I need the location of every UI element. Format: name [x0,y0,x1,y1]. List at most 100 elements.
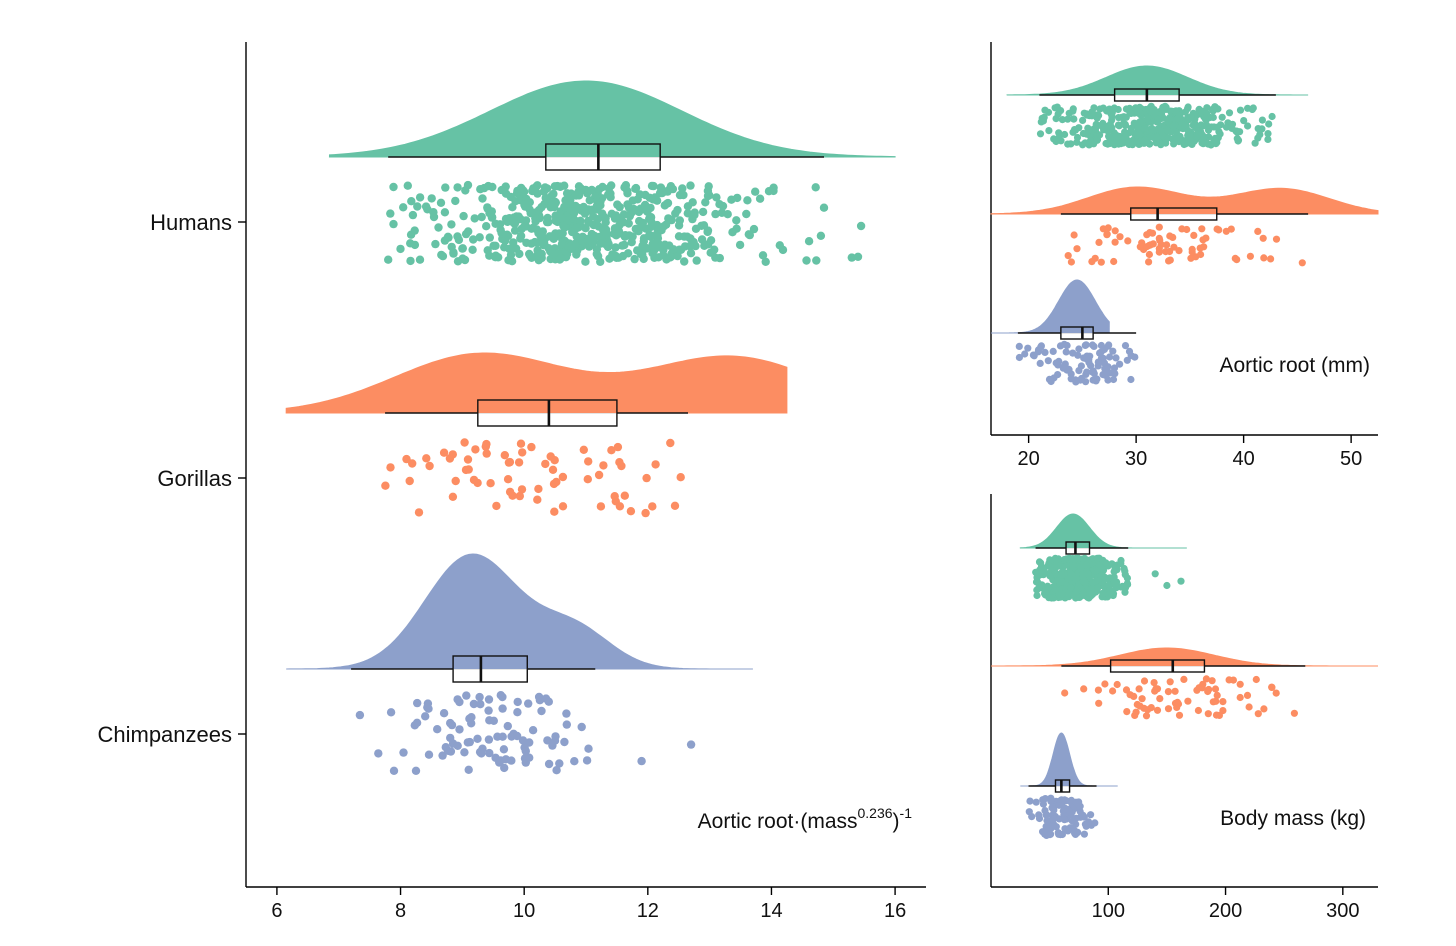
point-outlier-humans [819,203,829,212]
point-humans [1153,133,1161,142]
panel-aortic-root-mm: 20 30 40 50 Aortic root (mm) [990,42,1379,470]
point-humans [449,249,458,258]
density-humans [1019,513,1187,549]
point-humans [1033,591,1041,600]
point-humans [683,209,692,218]
point-humans [1097,121,1105,130]
point-humans [441,183,450,192]
point-gorillas [651,460,660,469]
point-humans [556,254,565,263]
point-humans [447,242,456,252]
box-humans [545,143,661,171]
point-humans [623,186,632,195]
point-humans [1046,563,1054,571]
point-humans [675,216,684,225]
point-humans [1173,115,1181,123]
point-gorillas [1116,233,1124,241]
point-humans [537,232,546,241]
point-gorillas [1236,680,1244,688]
point-humans [469,235,478,244]
point-gorillas [1064,252,1072,260]
point-gorillas [1067,258,1075,266]
point-humans [1170,122,1178,130]
point-gorillas [508,491,517,500]
point-outlier-chimpanzees [637,756,646,766]
point-humans [596,239,605,248]
point-humans [415,193,425,202]
point-humans [1141,124,1150,132]
point-humans [619,210,629,219]
point-gorillas [471,445,480,454]
point-gorillas [1123,708,1131,716]
point-humans [593,205,602,214]
box-lower-gorillas [1130,214,1217,220]
point-gorillas [500,451,509,460]
point-chimpanzees [443,746,453,755]
series-humans [1006,65,1309,149]
point-gorillas [463,455,473,464]
point-humans [478,194,487,203]
points-gorillas [1061,675,1298,720]
panel-b-axes [990,42,1378,436]
point-humans [636,222,646,231]
x-label-exponent: 0.236 [858,805,893,821]
point-humans [477,212,486,222]
point-gorillas [1095,238,1103,246]
point-chimpanzees [524,699,533,708]
x-label-close: ) [893,810,900,833]
box-upper-humans [545,144,661,157]
point-gorillas [504,458,514,467]
point-outlier-humans [1163,581,1171,590]
point-humans [611,243,620,252]
points-gorillas [1064,223,1306,267]
point-chimpanzees [528,726,538,735]
point-humans [587,185,596,195]
point-outlier-humans [1151,570,1159,578]
point-humans [1135,130,1144,138]
point-gorillas [579,445,588,454]
point-humans [421,202,431,211]
points-gorillas [381,438,685,518]
point-chimpanzees [473,734,482,743]
point-chimpanzees [1067,370,1075,378]
point-humans [550,182,559,191]
point-chimpanzees [485,716,494,725]
point-gorillas [1095,699,1103,707]
point-humans [1151,109,1159,117]
point-gorillas [642,473,651,483]
point-humans [1052,137,1060,146]
point-gorillas [414,508,424,517]
x-tick-label-20: 20 [1018,448,1040,470]
point-gorillas [1150,679,1158,687]
point-humans [1053,103,1061,111]
series-humans [1019,513,1187,602]
point-chimpanzees [577,722,586,732]
series-gorillas [285,352,788,518]
point-gorillas [460,438,469,447]
point-humans [399,203,408,212]
point-chimpanzees [1062,797,1070,805]
panel-a-x-ticks: 6 8 10 12 14 16 [271,887,906,922]
point-humans [1045,594,1053,602]
point-humans [487,207,496,216]
point-chimpanzees [1105,341,1113,349]
point-gorillas [422,454,431,463]
point-humans [1099,104,1107,112]
point-humans [691,224,701,233]
point-chimpanzees [439,709,449,718]
point-humans [494,253,503,262]
point-gorillas [1254,710,1262,718]
point-humans [407,197,416,206]
point-humans [1093,554,1101,562]
point-humans [1101,575,1109,583]
series-chimpanzees [991,279,1139,386]
point-chimpanzees [1042,811,1050,819]
point-humans [712,193,721,202]
point-humans [614,227,624,236]
point-humans [627,238,636,247]
point-chimpanzees [1097,341,1105,350]
point-humans [461,186,470,195]
point-gorillas [1213,691,1221,700]
point-humans [1051,585,1060,594]
point-humans [1058,116,1066,124]
